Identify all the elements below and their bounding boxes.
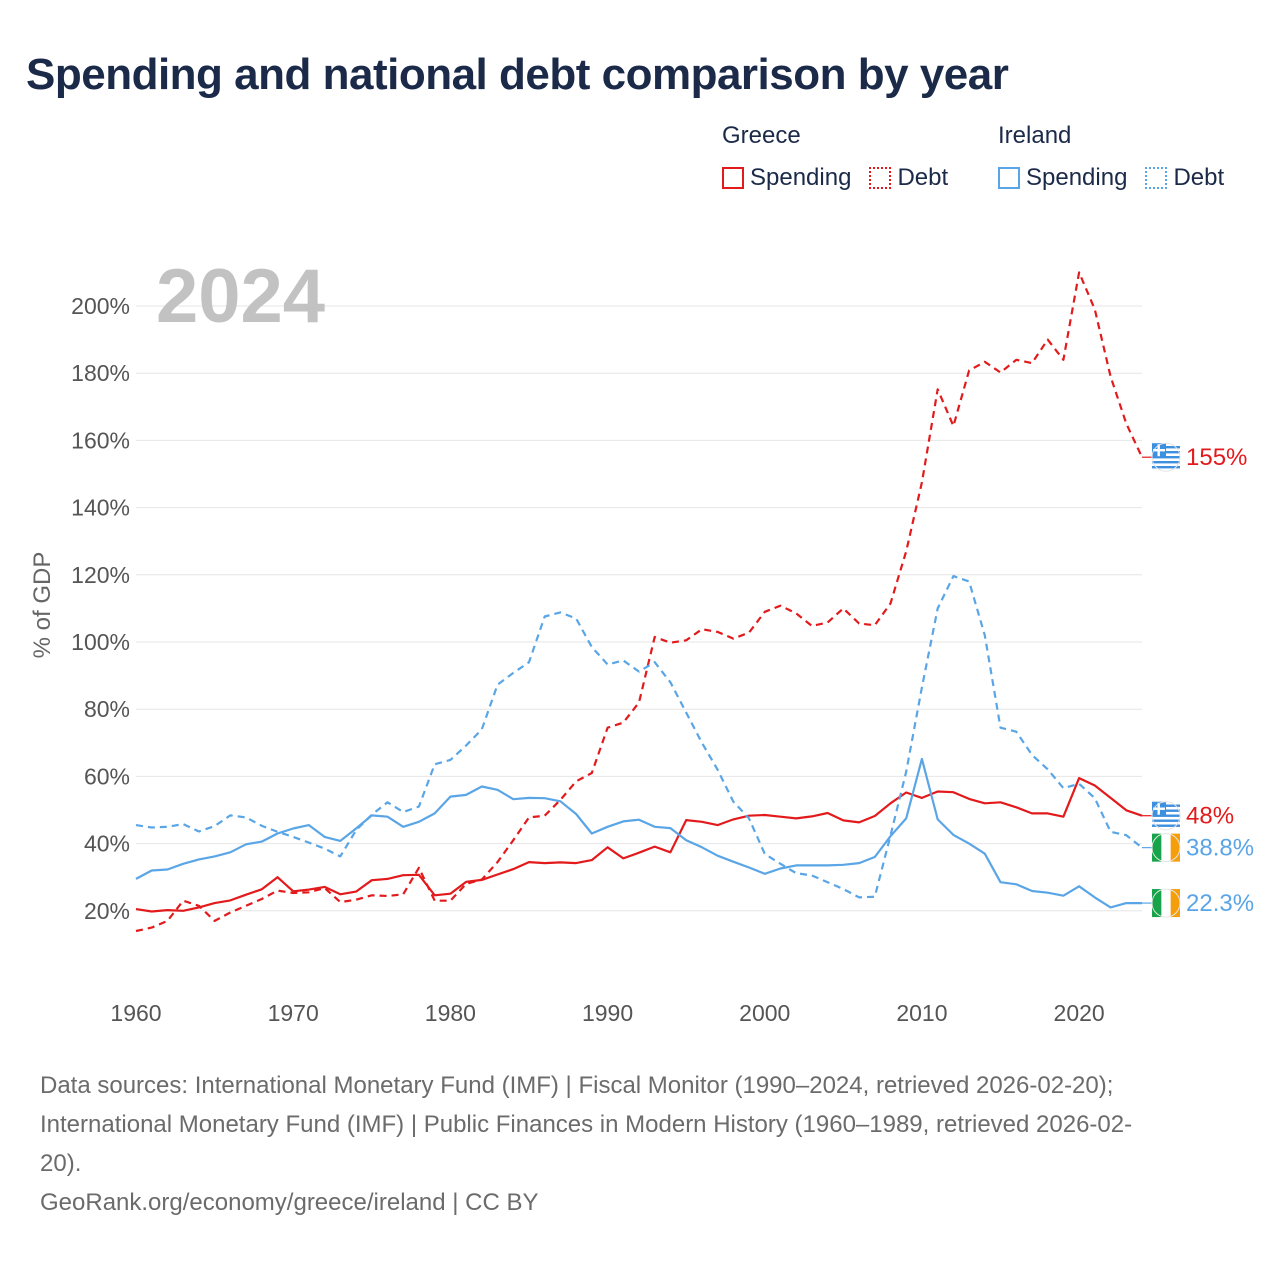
greece-flag-icon xyxy=(1151,442,1181,472)
source-line: 20). xyxy=(40,1150,82,1177)
ireland-debt-line xyxy=(135,574,1143,899)
y-tick-label: 120% xyxy=(71,562,130,588)
gridlines xyxy=(136,305,1142,912)
x-tick-label: 2020 xyxy=(1054,1000,1105,1026)
end-value-label: 38.8% xyxy=(1186,835,1254,862)
legend-item-label: Spending xyxy=(750,164,852,191)
y-tick-label: 200% xyxy=(71,293,130,319)
legend-ireland-spending[interactable]: Spending xyxy=(998,164,1127,192)
x-tick-label: 2000 xyxy=(739,1000,790,1026)
year-watermark: 2024 xyxy=(156,254,325,339)
series-lines xyxy=(135,271,1143,933)
credit-link[interactable]: GeoRank.org/economy/greece/ireland | CC … xyxy=(40,1189,539,1216)
legend-swatch-dotted xyxy=(1145,167,1168,189)
end-value-label: 48% xyxy=(1186,803,1234,830)
greece-debt-line xyxy=(135,271,1143,933)
legend-swatch-solid xyxy=(998,167,1020,189)
legend-ireland-debt[interactable]: Debt xyxy=(1145,164,1224,192)
page-title: Spending and national debt comparison by… xyxy=(26,50,1009,99)
legend-item-label: Debt xyxy=(897,164,949,191)
y-tick-label: 100% xyxy=(71,629,130,655)
greece-spending-line xyxy=(135,776,1143,913)
legend-item-label: Debt xyxy=(1173,164,1225,191)
end-value-label: 22.3% xyxy=(1186,890,1254,917)
legend-group-greece: Greece Spending Debt xyxy=(722,122,966,192)
greece-flag-icon xyxy=(1151,801,1181,831)
x-tick-label: 1960 xyxy=(110,1000,161,1026)
footer: Data sources: International Monetary Fun… xyxy=(40,1066,1240,1222)
y-axis: 20% 40% 60% 80% 100% 120% 140% 160% 180% 200% xyxy=(71,293,130,924)
x-tick-label: 1970 xyxy=(268,1000,319,1026)
x-tick-label: 1980 xyxy=(425,1000,476,1026)
y-tick-label: 160% xyxy=(71,427,130,453)
y-axis-title: % of GDP xyxy=(29,552,56,659)
y-tick-label: 140% xyxy=(71,495,130,521)
legend-swatch-solid xyxy=(722,167,744,189)
y-tick-label: 60% xyxy=(84,763,130,789)
legend-item-label: Spending xyxy=(1026,164,1128,191)
legend-group-ireland: Ireland Spending Debt xyxy=(998,122,1242,192)
y-tick-label: 20% xyxy=(84,898,130,924)
legend-swatch-dotted xyxy=(869,167,892,189)
legend-group-name: Ireland xyxy=(998,122,1072,149)
x-axis: 1960 1970 1980 1990 2000 2010 2020 xyxy=(110,1000,1104,1026)
y-tick-label: 180% xyxy=(71,360,130,386)
ireland-flag-icon xyxy=(1151,833,1181,863)
legend-greece-spending[interactable]: Spending xyxy=(722,164,851,192)
y-tick-label: 80% xyxy=(84,696,130,722)
source-line: Data sources: International Monetary Fun… xyxy=(40,1072,1114,1099)
ireland-spending-line xyxy=(135,757,1142,909)
line-chart: 2024 % of GDP 20% 40% 60% 80% 100% 120% 140% 16… xyxy=(29,254,1254,1026)
y-tick-label: 40% xyxy=(84,831,130,857)
x-tick-label: 2010 xyxy=(896,1000,947,1026)
ireland-flag-icon xyxy=(1151,888,1181,918)
legend-group-name: Greece xyxy=(722,122,801,149)
x-tick-label: 1990 xyxy=(582,1000,633,1026)
end-labels: 48% 155% 22.3% 38.8% xyxy=(1142,442,1254,918)
end-value-label: 155% xyxy=(1186,444,1247,471)
legend-greece-debt[interactable]: Debt xyxy=(869,164,948,192)
source-line: International Monetary Fund (IMF) | Publ… xyxy=(40,1111,1133,1138)
